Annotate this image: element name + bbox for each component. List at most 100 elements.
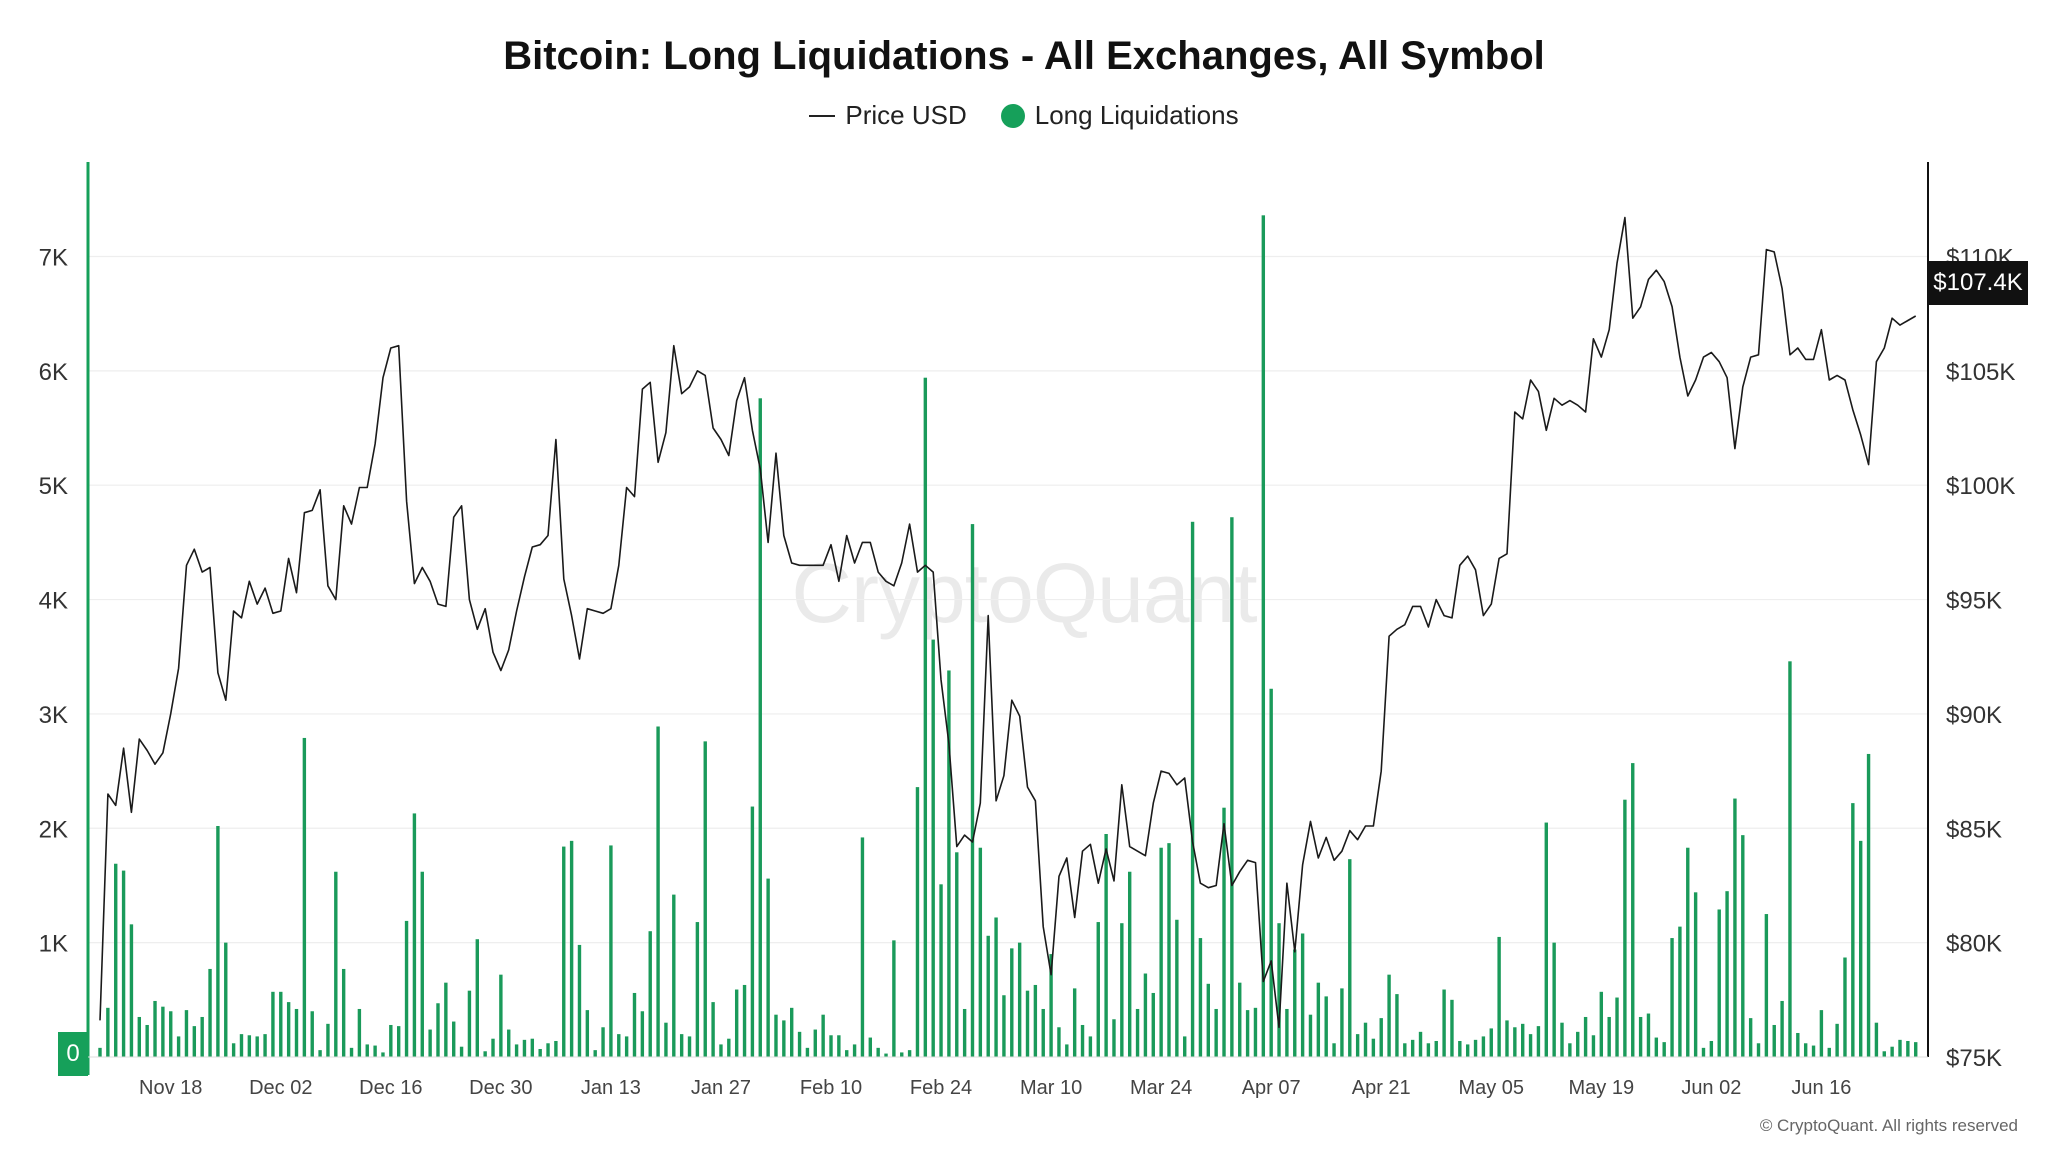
liquidation-bar[interactable]: [286, 1002, 291, 1057]
liquidation-bar[interactable]: [365, 1044, 369, 1057]
liquidation-bar[interactable]: [153, 1000, 157, 1057]
liquidation-bar[interactable]: [1780, 1000, 1784, 1057]
liquidation-bar[interactable]: [1741, 835, 1745, 1057]
liquidation-bar[interactable]: [750, 806, 755, 1057]
liquidation-bar[interactable]: [381, 1052, 385, 1057]
liquidation-bar[interactable]: [1709, 1040, 1714, 1057]
liquidation-bar[interactable]: [1576, 1031, 1580, 1057]
liquidation-bar[interactable]: [491, 1038, 495, 1057]
liquidation-bar[interactable]: [1686, 847, 1690, 1057]
liquidation-bar[interactable]: [1135, 1008, 1140, 1057]
liquidation-bar[interactable]: [1442, 989, 1446, 1057]
liquidation-bar[interactable]: [161, 1006, 165, 1057]
liquidation-bar[interactable]: [145, 1024, 149, 1057]
liquidation-bar[interactable]: [1434, 1040, 1438, 1057]
liquidation-bar[interactable]: [1489, 1028, 1493, 1057]
liquidation-bar[interactable]: [1363, 1022, 1368, 1057]
liquidation-bar[interactable]: [554, 1040, 558, 1057]
liquidation-bar[interactable]: [766, 878, 770, 1057]
liquidation-bar[interactable]: [1725, 891, 1729, 1057]
liquidation-bar[interactable]: [1764, 914, 1769, 1057]
liquidation-bar[interactable]: [357, 1008, 362, 1057]
liquidation-bar[interactable]: [1253, 1007, 1258, 1057]
liquidation-bar[interactable]: [420, 871, 424, 1057]
liquidation-bar[interactable]: [1827, 1047, 1831, 1057]
liquidation-bar[interactable]: [569, 840, 574, 1057]
liquidation-bar[interactable]: [389, 1024, 393, 1057]
liquidation-bar[interactable]: [1277, 923, 1281, 1057]
liquidation-bar[interactable]: [373, 1045, 377, 1057]
liquidation-bar[interactable]: [1796, 1032, 1800, 1057]
liquidation-bar[interactable]: [1858, 840, 1863, 1057]
liquidation-bar[interactable]: [1772, 1024, 1776, 1057]
liquidation-bar[interactable]: [1033, 984, 1038, 1057]
liquidation-bar[interactable]: [452, 1021, 456, 1057]
liquidation-bar[interactable]: [98, 1047, 102, 1057]
liquidation-bar[interactable]: [1505, 1020, 1509, 1057]
liquidation-bar[interactable]: [184, 1010, 189, 1057]
liquidation-bar[interactable]: [672, 894, 676, 1057]
liquidation-bar[interactable]: [1851, 803, 1855, 1057]
liquidation-bar[interactable]: [1513, 1027, 1517, 1057]
liquidation-bar[interactable]: [1127, 871, 1132, 1057]
liquidation-bar[interactable]: [805, 1047, 810, 1057]
liquidation-bar[interactable]: [475, 939, 479, 1057]
liquidation-bar[interactable]: [1591, 1035, 1596, 1057]
liquidation-bar[interactable]: [1914, 1042, 1918, 1057]
liquidation-bar[interactable]: [302, 737, 307, 1057]
liquidation-bar[interactable]: [404, 920, 409, 1057]
liquidation-bar[interactable]: [200, 1016, 204, 1057]
liquidation-bar[interactable]: [593, 1050, 597, 1057]
liquidation-bar[interactable]: [1072, 988, 1077, 1057]
liquidation-bar[interactable]: [1395, 994, 1399, 1057]
liquidation-bar[interactable]: [797, 1031, 802, 1057]
liquidation-bar[interactable]: [782, 1020, 786, 1057]
liquidation-bar[interactable]: [1088, 1036, 1093, 1057]
liquidation-bar[interactable]: [514, 1044, 519, 1057]
liquidation-bar[interactable]: [970, 524, 975, 1057]
liquidation-bar[interactable]: [931, 639, 935, 1057]
liquidation-bar[interactable]: [137, 1016, 142, 1057]
liquidation-bar[interactable]: [1206, 983, 1210, 1057]
liquidation-bar[interactable]: [774, 1014, 778, 1057]
liquidation-bar[interactable]: [428, 1029, 432, 1057]
liquidation-bar[interactable]: [876, 1047, 880, 1057]
liquidation-bar[interactable]: [1332, 1043, 1336, 1057]
liquidation-bar[interactable]: [1324, 996, 1328, 1057]
liquidation-bar[interactable]: [121, 870, 126, 1057]
liquidation-bar[interactable]: [790, 1007, 794, 1057]
liquidation-bar[interactable]: [601, 1027, 605, 1057]
liquidation-bar[interactable]: [1458, 1040, 1462, 1057]
liquidation-bar[interactable]: [609, 845, 613, 1057]
liquidation-bar[interactable]: [1418, 1031, 1423, 1057]
liquidation-bar[interactable]: [1835, 1023, 1839, 1057]
liquidation-bar[interactable]: [624, 1036, 629, 1057]
liquidation-bar[interactable]: [648, 931, 652, 1057]
liquidation-bar[interactable]: [224, 942, 228, 1057]
liquidation-bar[interactable]: [1041, 1008, 1045, 1057]
liquidation-bar[interactable]: [1473, 1039, 1478, 1057]
liquidation-bar[interactable]: [1261, 215, 1266, 1058]
liquidation-bar[interactable]: [1811, 1045, 1816, 1057]
liquidation-bar[interactable]: [656, 726, 660, 1057]
liquidation-bar[interactable]: [1819, 1010, 1824, 1057]
liquidation-bar[interactable]: [907, 1050, 912, 1057]
liquidation-bar[interactable]: [1450, 999, 1454, 1057]
liquidation-bar[interactable]: [1065, 1044, 1069, 1057]
liquidation-bar[interactable]: [169, 1011, 173, 1057]
liquidation-bar[interactable]: [1638, 1016, 1643, 1057]
liquidation-bar[interactable]: [522, 1039, 527, 1057]
liquidation-bar[interactable]: [1583, 1016, 1588, 1057]
liquidation-bar[interactable]: [1866, 753, 1871, 1057]
liquidation-bar[interactable]: [868, 1037, 873, 1057]
liquidation-bar[interactable]: [1646, 1013, 1651, 1057]
liquidation-bar[interactable]: [106, 1007, 110, 1057]
liquidation-bar[interactable]: [1560, 1022, 1564, 1057]
liquidation-bar[interactable]: [1371, 1038, 1376, 1057]
liquidation-bar[interactable]: [1874, 1022, 1879, 1057]
liquidation-bar[interactable]: [758, 398, 762, 1057]
liquidation-bar[interactable]: [208, 968, 212, 1057]
liquidation-bar[interactable]: [1245, 1010, 1250, 1057]
liquidation-bar[interactable]: [192, 1026, 197, 1057]
liquidation-bar[interactable]: [734, 989, 739, 1057]
